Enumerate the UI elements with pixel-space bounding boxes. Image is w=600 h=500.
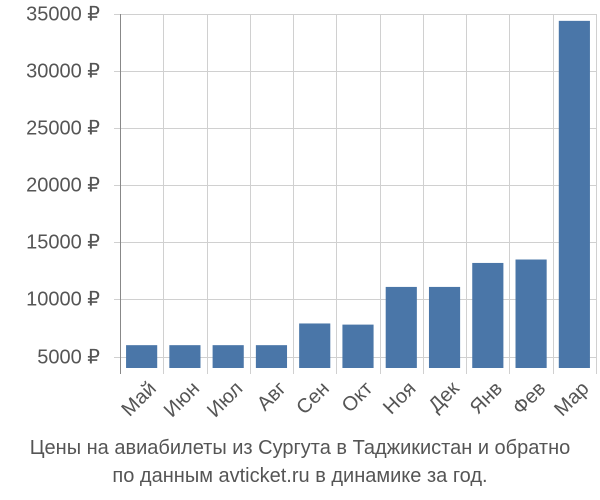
bar-Май (126, 345, 158, 368)
bar-Мар (558, 20, 590, 368)
x-tick-label: Июл (203, 378, 247, 422)
bar-Янв (472, 262, 504, 368)
x-tick-label: Сен (292, 378, 333, 419)
bar-Фев (515, 259, 547, 368)
x-tick-label: Июн (160, 378, 204, 422)
y-tick-label: 35000 ₽ (26, 4, 100, 26)
x-tick-label: Янв (466, 378, 507, 419)
chart-caption-line-2: по данным avticket.ru в динамике за год. (112, 465, 488, 487)
y-tick-labels: 5000 ₽ 10000 ₽ 15000 ₽ 20000 ₽ 25000 ₽ 30000 … (26, 4, 100, 369)
bar-Июл (212, 345, 244, 368)
bar-Июн (169, 345, 201, 368)
y-tick-label: 20000 ₽ (26, 175, 100, 197)
x-tick-label: Май (118, 378, 161, 421)
y-tick-label: 15000 ₽ (26, 232, 100, 254)
chart-caption-line-1: Цены на авиабилеты из Сургута в Таджикис… (29, 437, 571, 459)
y-tick-label: 25000 ₽ (26, 118, 100, 140)
x-tick-label: Ноя (379, 378, 420, 419)
x-tick-label: Авг (253, 378, 291, 416)
bar-Ноя (385, 286, 417, 368)
x-tick-labels: Май Июн Июл Авг Сен Окт Ноя Дек Янв Фев Мар (118, 377, 594, 421)
bar-Дек (428, 286, 461, 368)
bar-Окт (342, 324, 374, 368)
grid-lines (114, 14, 597, 374)
price-bar-chart: 5000 ₽ 10000 ₽ 15000 ₽ 20000 ₽ 25000 ₽ 30000 … (26, 4, 597, 422)
x-tick-label: Фев (509, 378, 551, 420)
y-tick-label: 30000 ₽ (26, 61, 100, 83)
x-tick-label: Дек (425, 377, 464, 416)
bars (126, 20, 590, 368)
bar-Сен (299, 323, 331, 368)
y-tick-label: 5000 ₽ (37, 347, 100, 369)
x-tick-label: Окт (338, 378, 377, 417)
y-tick-label: 10000 ₽ (26, 289, 100, 311)
x-tick-label: Мар (550, 378, 593, 421)
bar-Авг (255, 345, 288, 368)
